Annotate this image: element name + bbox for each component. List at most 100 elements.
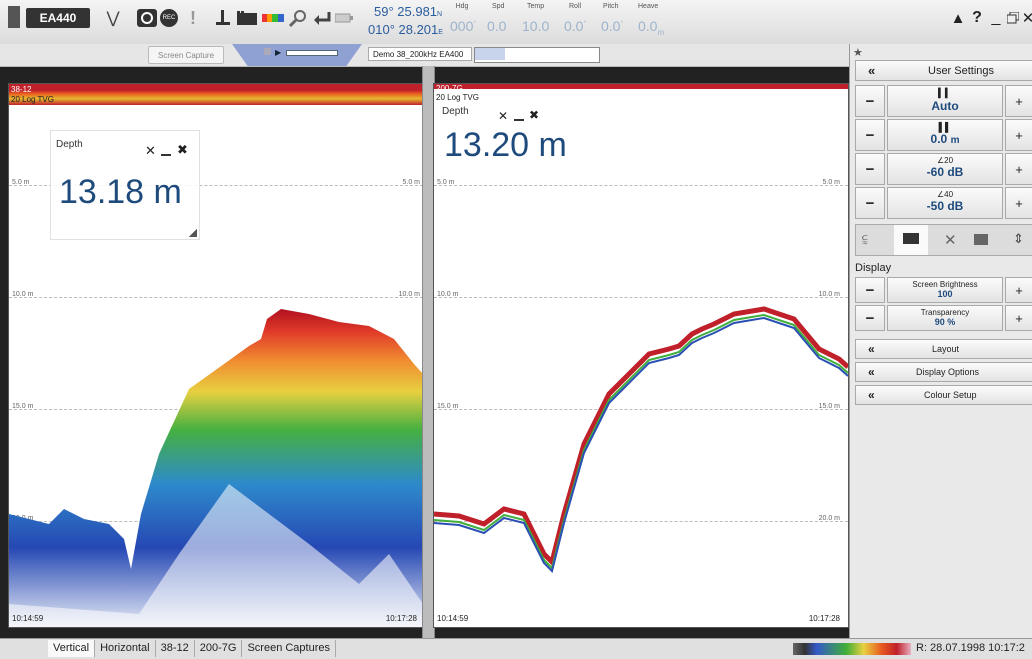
- camera-icon[interactable]: [137, 9, 157, 27]
- tab-screen-captures[interactable]: Screen Captures: [242, 640, 336, 657]
- progress-fill: [475, 48, 505, 60]
- time-end: 10:17:28: [808, 614, 840, 623]
- transducer-icon[interactable]: ⫉: [862, 232, 868, 247]
- control-value: -60: [926, 165, 944, 179]
- tab-200-7g[interactable]: 200-7G: [195, 640, 243, 657]
- alert-icon[interactable]: !: [190, 7, 196, 28]
- layout-icon[interactable]: [974, 234, 988, 245]
- decrease-button[interactable]: −: [855, 85, 885, 117]
- replay-slider[interactable]: [286, 50, 338, 56]
- zoom-icon[interactable]: [289, 9, 307, 27]
- depth-gridlabel: 10.0 m: [12, 291, 34, 298]
- play-icon[interactable]: ▶: [275, 48, 282, 57]
- layout-menu-item[interactable]: « Layout: [855, 339, 1032, 359]
- display-options-menu-item[interactable]: « Display Options: [855, 362, 1032, 382]
- depth-gridlabel: 15.0 m: [437, 403, 459, 410]
- screen-capture-button[interactable]: Screen Capture: [148, 46, 224, 64]
- depth-gridlabel: 15.0 m: [818, 403, 840, 410]
- sensor-value: 0.0: [638, 18, 658, 34]
- depth-icon[interactable]: [215, 9, 233, 27]
- collapse-icon: «: [868, 342, 875, 356]
- minimize-icon[interactable]: [161, 144, 171, 156]
- help-button[interactable]: ?: [972, 9, 982, 26]
- sensor-spd-label: Spd: [492, 3, 505, 10]
- expand-icon[interactable]: ⇕: [1013, 231, 1024, 246]
- replay-control[interactable]: ▶: [232, 44, 362, 66]
- tools-icon[interactable]: ✕: [145, 143, 156, 158]
- colour-setup-menu-item[interactable]: « Colour Setup: [855, 385, 1032, 405]
- sensor-label: Hdg: [455, 3, 469, 10]
- return-icon[interactable]: [313, 9, 331, 27]
- decrease-button[interactable]: −: [855, 153, 885, 185]
- tab-horizontal[interactable]: Horizontal: [95, 640, 156, 657]
- range-icon: ▌▌: [938, 122, 952, 132]
- minimize-icon[interactable]: [514, 110, 524, 121]
- threshold2-value[interactable]: ∠40 -50 dB: [887, 187, 1003, 219]
- tab-vertical[interactable]: Vertical: [48, 640, 96, 657]
- echogram-left[interactable]: 38-12 20 Log TVG 5.0 m 10.0 m 15.0 m 20.…: [8, 83, 424, 628]
- sensor-unit: m: [657, 27, 665, 37]
- stop-icon[interactable]: [264, 48, 271, 55]
- increase-button[interactable]: +: [1005, 153, 1032, 185]
- colorbar-icon[interactable]: [262, 9, 284, 27]
- transparency-value[interactable]: Transparency 90 %: [887, 305, 1003, 331]
- gain-icon: ▍▍: [938, 88, 952, 98]
- tools-icon[interactable]: ✕: [498, 109, 509, 123]
- close-icon[interactable]: ✖: [529, 108, 540, 122]
- bars-icon[interactable]: [237, 9, 257, 27]
- gridline: [434, 185, 848, 186]
- tab-38-12[interactable]: 38-12: [156, 640, 195, 657]
- increase-button[interactable]: +: [1005, 119, 1032, 151]
- gain-value[interactable]: ▍▍ Auto: [887, 85, 1003, 117]
- display-tab[interactable]: [894, 225, 928, 255]
- decrease-button[interactable]: −: [855, 305, 885, 331]
- time-end: 10:17:28: [385, 614, 417, 623]
- control-unit: dB: [947, 199, 964, 213]
- gridline: [434, 409, 848, 410]
- collapse-icon[interactable]: «: [868, 63, 876, 78]
- resize-handle-icon[interactable]: [189, 229, 197, 237]
- decrease-button[interactable]: −: [855, 119, 885, 151]
- channel-label: 200-7G: [436, 84, 463, 93]
- tools-icon[interactable]: ✕: [944, 232, 957, 249]
- increase-button[interactable]: +: [1005, 85, 1032, 117]
- decrease-button[interactable]: −: [855, 277, 885, 303]
- increase-button[interactable]: +: [1005, 277, 1032, 303]
- decrease-button[interactable]: −: [855, 187, 885, 219]
- depth-gridlabel: 10.0 m: [398, 291, 420, 298]
- sensor-temp-value: 10.0: [522, 18, 550, 34]
- collapse-icon: «: [868, 388, 875, 402]
- record-icon[interactable]: REC: [160, 9, 178, 27]
- channel-label: 38-12: [11, 85, 32, 94]
- display-icon: [903, 233, 919, 244]
- close-icon[interactable]: ✕: [1024, 10, 1032, 27]
- echogram-right[interactable]: 200-7G 20 Log TVG 5.0 m 10.0 m 15.0 m 5.…: [433, 83, 849, 628]
- menu-label: Layout: [932, 344, 960, 354]
- pin-icon[interactable]: ★: [853, 47, 863, 59]
- threshold-value[interactable]: ∠20 -60 dB: [887, 153, 1003, 185]
- user-settings-header[interactable]: « User Settings: [855, 60, 1032, 81]
- increase-button[interactable]: +: [1005, 305, 1032, 331]
- control-sup: 20: [944, 156, 954, 165]
- depth-overlay[interactable]: Depth ✕ ✖ 13.20 m: [436, 106, 567, 178]
- bottom-bar: Vertical Horizontal 38-12 200-7G Screen …: [0, 638, 1032, 659]
- depth-gridlabel: 20.0 m: [818, 515, 840, 522]
- sensor-unit: °: [583, 20, 587, 28]
- control-unit: %: [947, 317, 956, 327]
- brightness-value[interactable]: Screen Brightness 100: [887, 277, 1003, 303]
- echogram-right-data: [434, 306, 848, 573]
- minimize-icon[interactable]: _: [991, 9, 1001, 26]
- latitude: 59° 25.981N: [374, 4, 442, 19]
- warning-icon[interactable]: ▲: [950, 9, 966, 27]
- control-value: 100: [937, 289, 953, 299]
- collapse-icon[interactable]: ⋁: [106, 10, 120, 27]
- increase-button[interactable]: +: [1005, 187, 1032, 219]
- battery-icon: [335, 9, 353, 27]
- tvg-label: 20 Log TVG: [436, 93, 479, 102]
- restore-icon[interactable]: [1006, 9, 1020, 27]
- range-value[interactable]: ▌▌ 0.0 m: [887, 119, 1003, 151]
- close-icon[interactable]: ✖: [177, 142, 188, 157]
- depth-gridlabel: 10.0 m: [818, 291, 840, 298]
- depth-overlay[interactable]: Depth ✕ ✖ 13.18 m: [50, 130, 200, 240]
- view-tabs: Vertical Horizontal 38-12 200-7G Screen …: [48, 640, 336, 657]
